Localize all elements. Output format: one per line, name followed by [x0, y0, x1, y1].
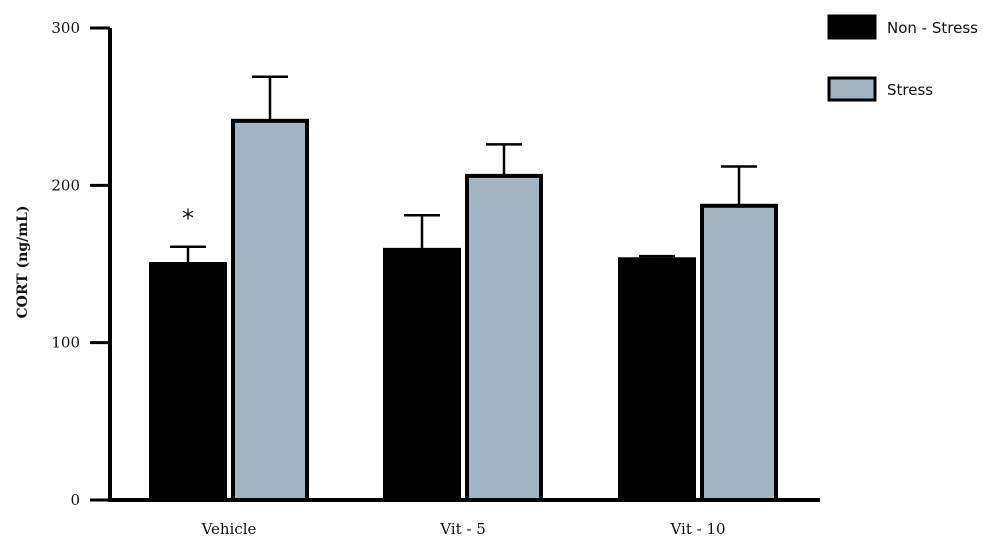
legend-label: Stress	[887, 81, 933, 99]
bar-non-stress-2	[618, 257, 696, 502]
x-tick-label: Vit - 5	[439, 520, 486, 538]
bar-stress-2	[700, 203, 778, 503]
bars	[149, 118, 778, 503]
legend-label: Non - Stress	[887, 19, 978, 37]
y-tick-label: 100	[51, 334, 80, 352]
bar-stress-1	[465, 173, 543, 502]
y-tick-label: 300	[51, 19, 80, 37]
y-tick-label: 200	[51, 176, 80, 194]
bar-non-stress-1	[383, 247, 461, 502]
bar-stress-0	[231, 118, 309, 503]
y-tick-label: 0	[70, 491, 80, 509]
annotations: *	[182, 205, 194, 233]
significance-marker: *	[182, 205, 194, 233]
y-axis-label: CORT (ng/mL)	[15, 205, 31, 318]
x-tick-label: Vehicle	[201, 520, 257, 538]
legend: Non - Stress Stress	[827, 14, 978, 102]
y-axis: 0 100 200 300	[51, 19, 112, 509]
legend-swatch-non-stress	[827, 14, 877, 40]
error-bars	[170, 75, 757, 264]
legend-swatch-stress	[827, 76, 877, 102]
bar-non-stress-0	[149, 262, 227, 502]
x-tick-label: Vit - 10	[669, 520, 725, 538]
x-axis: Vehicle Vit - 5 Vit - 10	[108, 498, 820, 538]
